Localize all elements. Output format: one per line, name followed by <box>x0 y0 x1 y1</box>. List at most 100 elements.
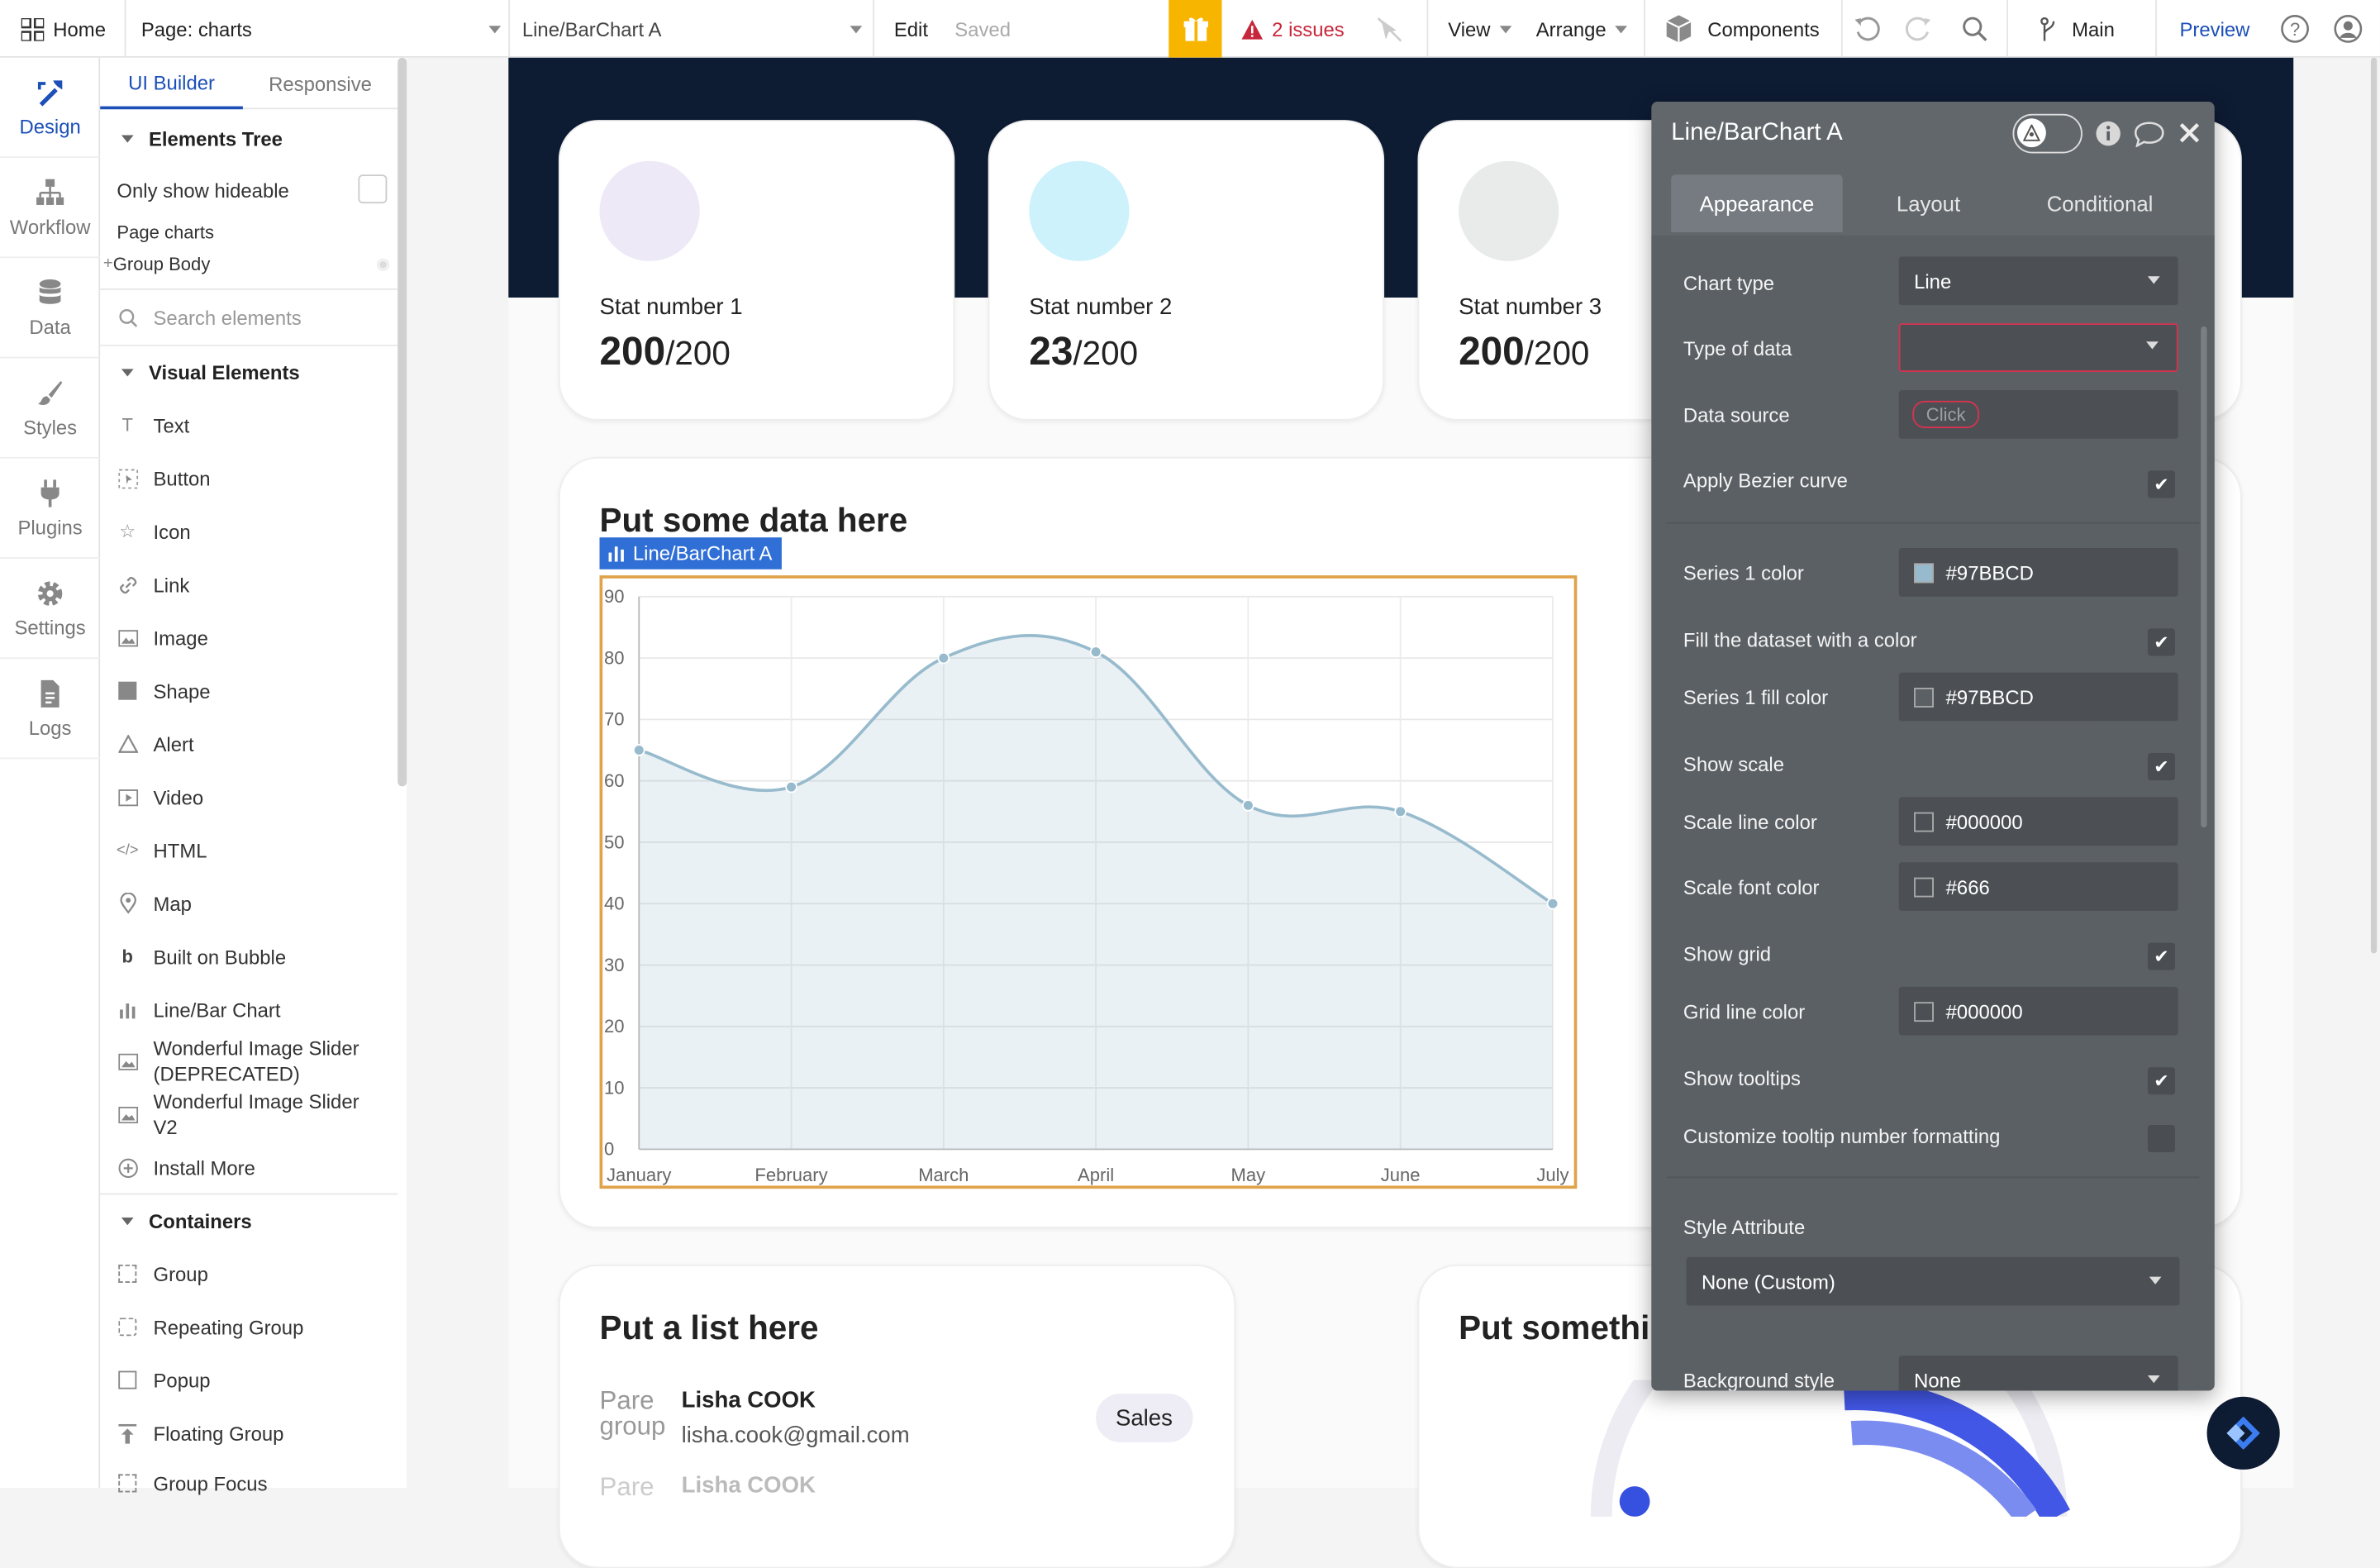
home-button[interactable]: Home <box>21 0 106 58</box>
line-bar-chart-a[interactable]: 0 10 20 30 40 50 60 70 80 90 January February March A… <box>599 575 1578 1189</box>
edit-menu[interactable]: Edit <box>894 0 928 58</box>
grid-line-color-input[interactable]: #000000 <box>1898 986 2178 1036</box>
palette-item-popup[interactable]: Popup <box>100 1363 407 1396</box>
series1-fill-input[interactable]: #97BBCD <box>1898 672 2178 722</box>
eye-icon[interactable]: ◉ <box>376 255 390 273</box>
warning-icon <box>1241 18 1264 39</box>
palette-item-video[interactable]: Video <box>100 780 407 813</box>
search-elements[interactable]: Search elements <box>100 301 407 334</box>
bezier-label: Apply Bezier curve <box>1683 469 1848 493</box>
show-scale-checkbox[interactable]: ✔ <box>2147 753 2175 781</box>
help-button[interactable]: ? <box>2280 0 2311 58</box>
tree-item-page[interactable]: Page charts <box>100 218 407 245</box>
palette-item-image[interactable]: Image <box>100 621 407 654</box>
elements-tree-toggle[interactable]: Elements Tree <box>100 122 407 155</box>
background-style-select[interactable]: None <box>1898 1356 2178 1391</box>
preview-button[interactable]: Preview <box>2180 0 2250 58</box>
palette-item-icon[interactable]: ☆ Icon <box>100 515 407 548</box>
canvas-scrollbar[interactable] <box>2370 57 2378 954</box>
palette-item-line-bar-chart[interactable]: Line/Bar Chart <box>100 993 407 1026</box>
issues-button[interactable]: 2 issues <box>1241 0 1345 58</box>
account-button[interactable] <box>2333 0 2363 58</box>
palette-item-label: Wonderful Image Slider V2 <box>153 1089 359 1139</box>
palette-item-shape[interactable]: Shape <box>100 674 407 707</box>
list-card[interactable]: Put a list here Pare group Lisha COOK li… <box>558 1264 1236 1568</box>
palette-item-link[interactable]: Link <box>100 568 407 601</box>
editor-header[interactable]: Line/BarChart A <box>1651 102 2214 169</box>
palette-scrollbar[interactable] <box>397 57 407 787</box>
components-button[interactable]: Components <box>1664 0 1820 58</box>
style-attribute-select[interactable]: None (Custom) <box>1686 1256 2180 1306</box>
visual-elements-toggle[interactable]: Visual Elements <box>100 355 407 388</box>
close-icon[interactable] <box>2179 123 2200 147</box>
series-area <box>639 635 1553 1150</box>
tab-conditional[interactable]: Conditional <box>2014 174 2186 232</box>
palette-item-label: Line/Bar Chart <box>153 998 281 1022</box>
svg-text:?: ? <box>2290 19 2300 40</box>
tab-appearance[interactable]: Appearance <box>1671 174 1843 233</box>
inspect-button[interactable] <box>1377 0 1402 58</box>
chevron-down-icon <box>1615 25 1628 33</box>
palette-item-group[interactable]: Group <box>100 1257 407 1290</box>
search-button[interactable] <box>1961 0 1988 58</box>
palette-item-alert[interactable]: Alert <box>100 727 407 760</box>
rail-logs[interactable]: Logs <box>0 659 101 760</box>
bezier-checkbox[interactable]: ✔ <box>2147 470 2175 498</box>
redo-button[interactable] <box>1905 0 1932 58</box>
editor-scrollbar[interactable] <box>2201 326 2207 828</box>
palette-item-floating-group[interactable]: Floating Group <box>100 1417 407 1450</box>
gift-button[interactable] <box>1169 0 1222 58</box>
comment-icon[interactable] <box>2134 122 2164 152</box>
scale-font-color-input[interactable]: #666 <box>1898 862 2178 912</box>
fill-dataset-checkbox[interactable]: ✔ <box>2147 628 2175 656</box>
chart-type-select[interactable]: Line <box>1898 256 2178 306</box>
palette-item-map[interactable]: Map <box>100 887 407 920</box>
rail-plugins[interactable]: Plugins <box>0 459 101 559</box>
caret-down-icon <box>121 134 134 142</box>
undo-button[interactable] <box>1854 0 1881 58</box>
show-grid-checkbox[interactable]: ✔ <box>2147 942 2175 970</box>
stat-card-1[interactable]: Stat number 1 200/200 <box>558 120 955 421</box>
branch-button[interactable]: Main <box>2040 0 2115 58</box>
rail-settings[interactable]: Settings <box>0 559 101 660</box>
selected-element-tag[interactable]: Line/BarChart A <box>599 537 782 570</box>
series1-color-input[interactable]: #97BBCD <box>1898 548 2178 597</box>
palette-item-html[interactable]: </> HTML <box>100 833 407 866</box>
arrange-menu[interactable]: Arrange <box>1536 0 1628 58</box>
tooltip-format-checkbox[interactable] <box>2147 1124 2175 1153</box>
scale-line-color-input[interactable]: #000000 <box>1898 797 2178 846</box>
element-visibility-toggle[interactable] <box>2012 113 2082 154</box>
tab-ui-builder[interactable]: UI Builder <box>100 58 243 110</box>
only-hideable-checkbox[interactable] <box>358 174 388 204</box>
chevron-down-icon <box>2147 276 2160 284</box>
info-icon[interactable] <box>2095 120 2122 152</box>
tab-responsive[interactable]: Responsive <box>243 58 397 109</box>
palette-item-install-more[interactable]: Install More <box>100 1151 407 1184</box>
rail-workflow[interactable]: Workflow <box>0 158 101 259</box>
view-menu[interactable]: View <box>1448 0 1512 58</box>
page-select[interactable]: Page: charts <box>141 0 506 58</box>
type-of-data-select[interactable] <box>1898 323 2178 372</box>
palette-item-wonderful-slider-v2[interactable]: Wonderful Image Slider V2 <box>100 1087 407 1141</box>
components-label: Components <box>1707 17 1820 41</box>
data-source-field[interactable]: Click <box>1898 390 2178 439</box>
palette-item-repeating-group[interactable]: Repeating Group <box>100 1310 407 1343</box>
palette-item-built-on-bubble[interactable]: b Built on Bubble <box>100 940 407 973</box>
tab-layout[interactable]: Layout <box>1843 174 2015 232</box>
element-select[interactable]: Line/BarChart A <box>522 0 863 58</box>
tree-item-group-body[interactable]: + Group Body ◉ <box>100 250 407 278</box>
rail-styles[interactable]: Styles <box>0 358 101 459</box>
palette-item-text[interactable]: T Text <box>100 408 407 441</box>
containers-toggle[interactable]: Containers <box>100 1204 407 1237</box>
stat-card-2[interactable]: Stat number 2 23/200 <box>988 120 1385 421</box>
palette-item-group-focus[interactable]: Group Focus <box>100 1466 407 1499</box>
palette-item-wonderful-slider-deprecated[interactable]: Wonderful Image Slider (DEPRECATED) <box>100 1034 407 1089</box>
palette-item-button[interactable]: Button <box>100 461 407 494</box>
help-bubble-button[interactable] <box>2206 1396 2280 1470</box>
rail-design[interactable]: Design <box>0 58 101 159</box>
line-chart: 0 10 20 30 40 50 60 70 80 90 January February March A… <box>604 586 1569 1185</box>
rail-data[interactable]: Data <box>0 258 101 359</box>
data-source-click-button[interactable]: Click <box>1912 400 1980 428</box>
show-tooltips-checkbox[interactable]: ✔ <box>2147 1067 2175 1095</box>
